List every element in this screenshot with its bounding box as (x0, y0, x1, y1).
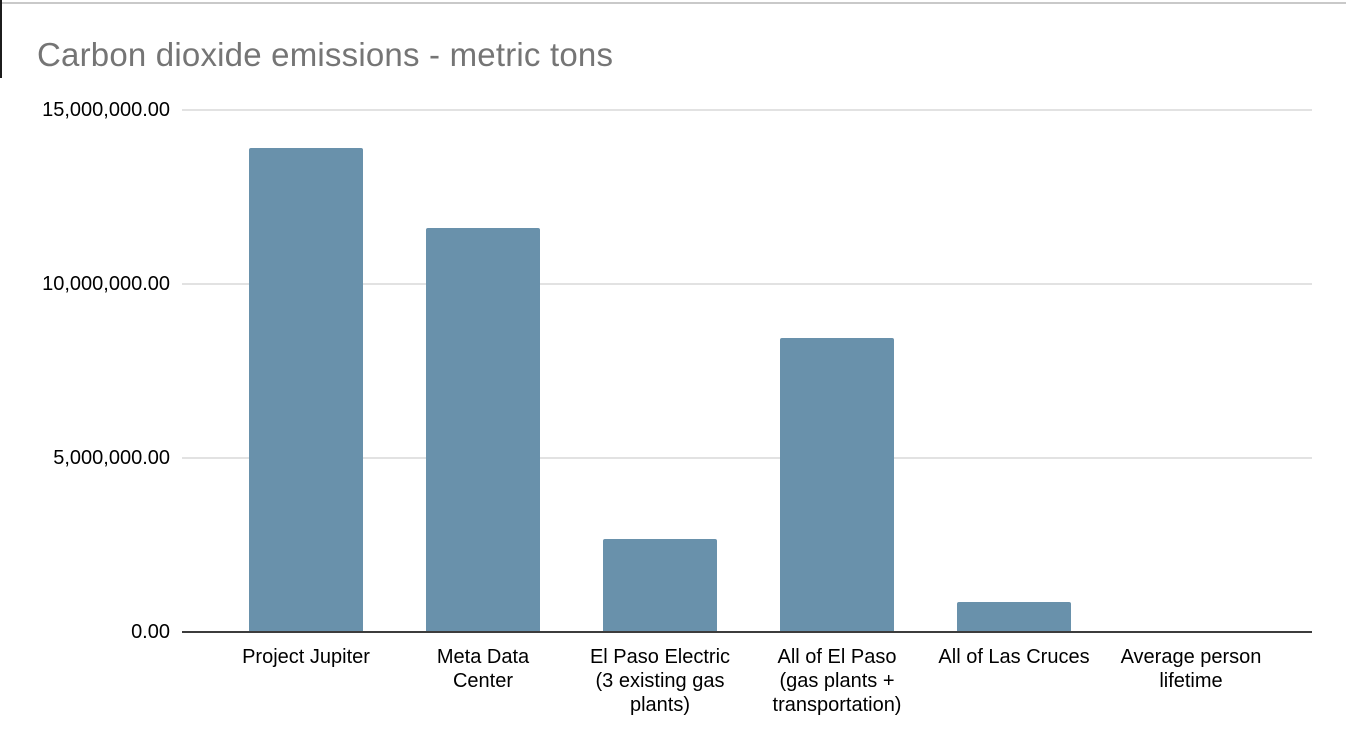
x-axis-category-label: Average person lifetime (1120, 646, 1262, 692)
y-axis-tick-label: 5,000,000.00 (53, 447, 170, 469)
y-axis-tick-label: 15,000,000.00 (42, 99, 170, 121)
y-axis-tick-label: 10,000,000.00 (42, 273, 170, 295)
bar-el-paso-electric[interactable] (603, 539, 717, 632)
x-axis-line (182, 631, 1312, 633)
plot-area (182, 109, 1312, 633)
gridline-10m (182, 283, 1312, 285)
chart-title: Carbon dioxide emissions - metric tons (37, 36, 614, 73)
window-top-border (0, 2, 1346, 4)
bar-project-jupiter[interactable] (249, 148, 363, 632)
y-axis-tick-label: 0.00 (131, 621, 170, 643)
x-axis-category-label: Project Jupiter (242, 646, 370, 668)
gridline-15m (182, 109, 1312, 111)
x-axis-category-label: All of El Paso (gas plants + transportat… (772, 646, 902, 716)
gridline-5m (182, 457, 1312, 459)
bar-all-of-el-paso[interactable] (780, 337, 894, 632)
window-left-edge (0, 0, 2, 78)
bar-all-of-las-cruces[interactable] (957, 601, 1071, 632)
bar-meta-data-center[interactable] (426, 228, 540, 632)
x-axis-category-label: Meta Data Center (436, 646, 530, 692)
x-axis-category-label: El Paso Electric (3 existing gas plants) (589, 646, 731, 716)
x-axis-category-label: All of Las Cruces (938, 646, 1090, 668)
